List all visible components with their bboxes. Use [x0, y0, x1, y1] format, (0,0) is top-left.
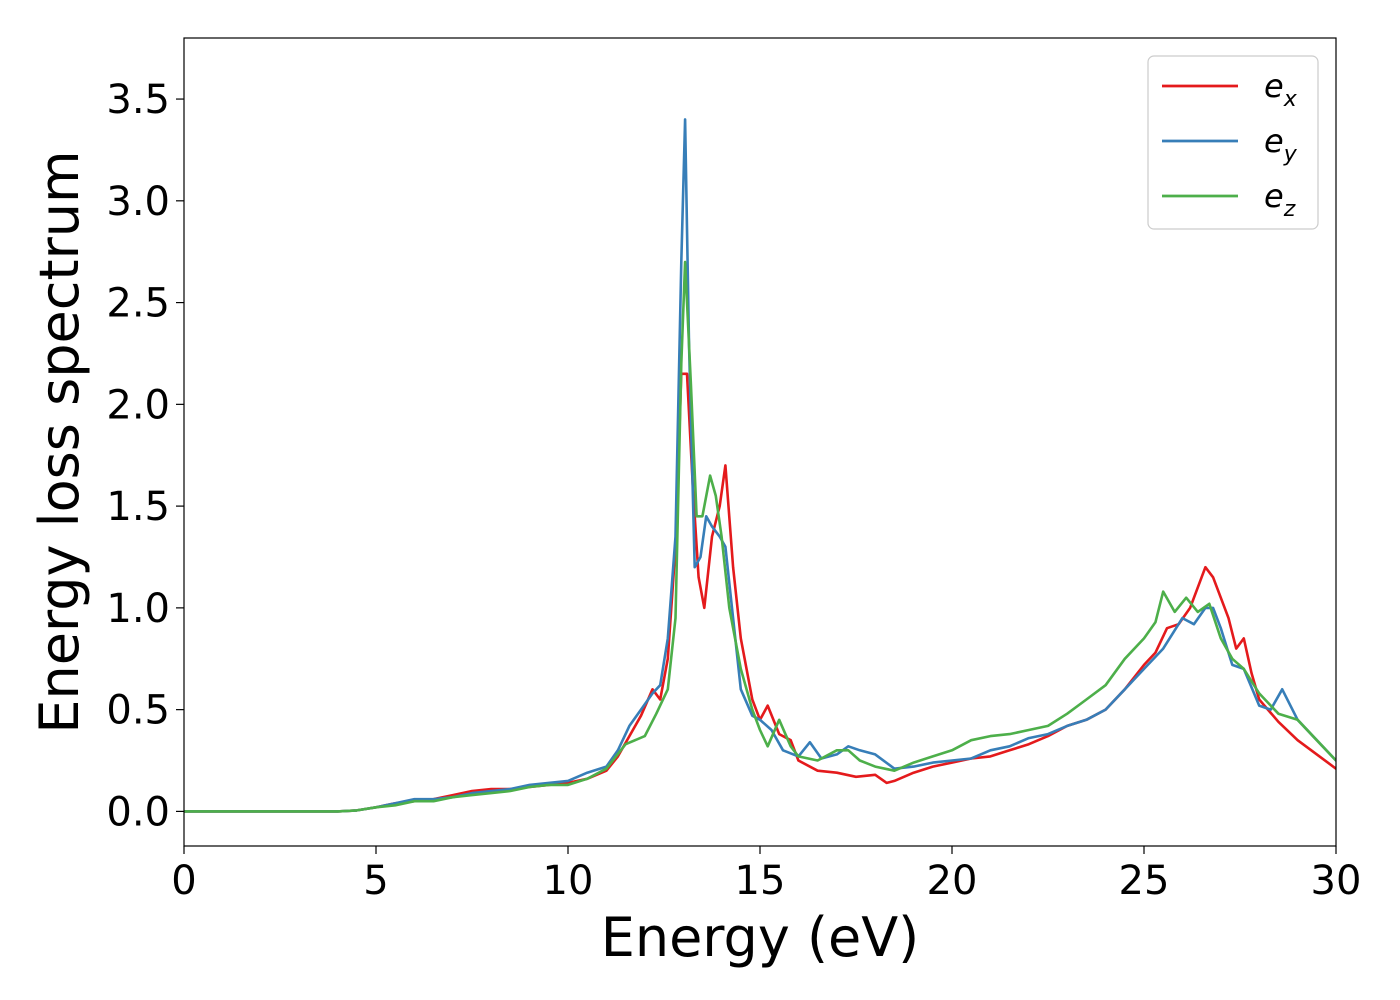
y-axis: 0.0 0.5 1.0 1.5 2.0 2.5 3.0 3.5	[106, 77, 184, 835]
x-tick-label: 20	[927, 858, 978, 904]
y-tick-label: 0.5	[106, 688, 170, 734]
legend-frame	[1147, 55, 1319, 230]
y-tick-label: 2.5	[106, 281, 170, 327]
legend-label-ey: ey	[1264, 122, 1298, 167]
legend-label-ex: ex	[1264, 67, 1298, 112]
legend-label-ez: ez	[1264, 177, 1296, 222]
y-tick-label: 2.0	[106, 382, 170, 428]
legend-label-subscript: y	[1283, 142, 1298, 167]
plot-background	[184, 38, 1336, 846]
x-axis: 0 5 10 15 20 25 30	[171, 846, 1361, 904]
x-tick-label: 25	[1119, 858, 1170, 904]
legend-label-base: e	[1264, 177, 1284, 215]
x-tick-label: 10	[543, 858, 594, 904]
legend-label-base: e	[1264, 122, 1284, 160]
y-tick-label: 1.0	[106, 586, 170, 632]
legend-label-subscript: x	[1283, 87, 1298, 112]
series-line-ez	[184, 260, 1336, 813]
y-axis-label: Energy loss spectrum	[28, 150, 91, 733]
x-axis-label: Energy (eV)	[601, 906, 920, 969]
y-tick-label: 0.0	[106, 789, 170, 835]
y-tick-label: 1.5	[106, 484, 170, 530]
y-tick-label: 3.5	[106, 77, 170, 123]
legend-label-base: e	[1264, 67, 1284, 105]
series-layer	[184, 118, 1336, 813]
x-tick-label: 0	[171, 858, 196, 904]
legend-label-subscript: z	[1283, 197, 1296, 222]
series-line-ey	[184, 118, 1336, 813]
y-tick-label: 3.0	[106, 179, 170, 225]
x-tick-label: 15	[735, 858, 786, 904]
x-tick-label: 30	[1311, 858, 1362, 904]
x-tick-label: 5	[363, 858, 388, 904]
